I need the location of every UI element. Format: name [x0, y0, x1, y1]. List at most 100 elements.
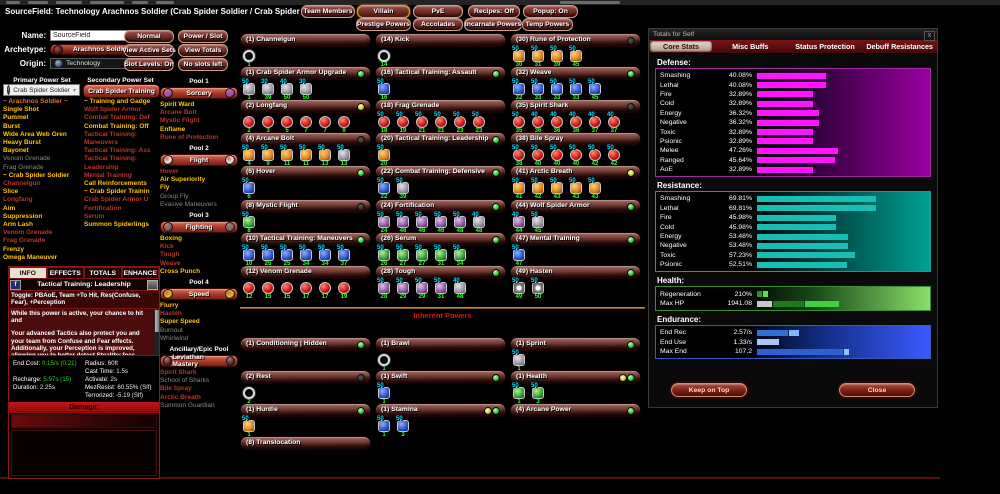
- empty-slot-icon[interactable]: [378, 354, 390, 366]
- power-list-item[interactable]: Tough: [160, 251, 180, 259]
- enhancement-slot[interactable]: 50 4: [242, 145, 255, 168]
- enhancement-icon[interactable]: [397, 420, 409, 432]
- power-list-item[interactable]: Mystic Flight: [160, 117, 200, 125]
- enhancement-icon[interactable]: [243, 149, 255, 161]
- enhancement-icon[interactable]: [378, 282, 390, 294]
- power-list-item[interactable]: Arctic Breath: [160, 393, 201, 401]
- power-list-item[interactable]: Longfang: [3, 196, 33, 204]
- enhancement-icon[interactable]: [589, 83, 601, 95]
- enhancement-icon[interactable]: [513, 116, 525, 128]
- power-bar[interactable]: (2) Longfang: [240, 99, 371, 113]
- enhancement-slot[interactable]: 50 42: [531, 178, 544, 201]
- enhancement-slot[interactable]: 40 48: [472, 212, 485, 235]
- enhancement-slot[interactable]: 2: [243, 116, 255, 135]
- enhancement-icon[interactable]: [513, 354, 525, 366]
- enhancement-icon[interactable]: [397, 116, 409, 128]
- power-bar[interactable]: (44) Wolf Spider Armor: [510, 199, 641, 213]
- tab-effects[interactable]: EFFECTS: [46, 267, 84, 278]
- enhancement-icon[interactable]: [435, 249, 447, 261]
- enhancement-slot[interactable]: 50 40: [531, 145, 544, 168]
- enhancement-slot[interactable]: 50 10: [242, 245, 255, 268]
- power-bar[interactable]: (1) Channelgun: [240, 33, 371, 47]
- power-list-item[interactable]: ~ Crab Spider Trainin: [84, 188, 150, 196]
- enhancement-slot[interactable]: 50 11: [299, 145, 312, 168]
- pool-select[interactable]: Fighting: [160, 221, 238, 234]
- enhancement-slot[interactable]: 1: [378, 354, 390, 373]
- power-bar[interactable]: (18) Frag Grenade: [375, 99, 506, 113]
- enhancement-icon[interactable]: [532, 282, 544, 294]
- power-list-item[interactable]: Venom Grenade: [3, 229, 53, 237]
- enhancement-icon[interactable]: [281, 149, 293, 161]
- power-list-item[interactable]: Cross Punch: [160, 267, 201, 275]
- enhancement-icon[interactable]: [319, 249, 331, 261]
- enhancement-icon[interactable]: [513, 387, 525, 399]
- power-list-item[interactable]: Tactical Training: Ass: [84, 147, 151, 155]
- enhancement-slot[interactable]: 50 34: [453, 245, 466, 268]
- close-icon[interactable]: x: [924, 30, 935, 41]
- top-button-incarnate-powers[interactable]: Incarnate Powers: [464, 18, 522, 31]
- enhancement-slot[interactable]: 50 20: [377, 145, 390, 168]
- enhancement-icon[interactable]: [473, 216, 485, 228]
- enhancement-icon[interactable]: [608, 116, 620, 128]
- view-totals-button[interactable]: View Totals: [178, 44, 228, 57]
- power-bar[interactable]: (47) Mental Training: [510, 232, 641, 246]
- tab-info[interactable]: INFO: [9, 267, 47, 278]
- enhancement-slot[interactable]: 50 31: [434, 278, 447, 301]
- enhancement-icon[interactable]: [608, 149, 620, 161]
- power-list-item[interactable]: Burnout: [160, 326, 183, 334]
- power-list-item[interactable]: Bile Spray: [160, 385, 192, 393]
- power-bar[interactable]: (12) Venom Grenade: [240, 265, 371, 279]
- enhancement-icon[interactable]: [513, 249, 525, 261]
- enhancement-icon[interactable]: [300, 116, 312, 128]
- normal-button[interactable]: Normal: [124, 30, 174, 43]
- power-list-item[interactable]: Call Reinforcements: [84, 180, 147, 188]
- enhancement-icon[interactable]: [338, 249, 350, 261]
- enhancement-icon[interactable]: [243, 249, 255, 261]
- power-list-item[interactable]: Channelgun: [3, 180, 41, 188]
- enhancement-slot[interactable]: 17: [300, 282, 312, 301]
- enhancement-icon[interactable]: [281, 83, 293, 95]
- power-list-item[interactable]: Serum: [84, 212, 105, 220]
- enhancement-icon[interactable]: [397, 216, 409, 228]
- enhancement-slot[interactable]: 50 27: [415, 245, 428, 268]
- power-bar[interactable]: (1) Swift: [375, 370, 506, 384]
- primary-powerset-select[interactable]: Crab Spider Soldier ▾: [3, 84, 80, 96]
- power-list-item[interactable]: Hover: [160, 168, 179, 176]
- top-button-team-members[interactable]: Team Members: [301, 5, 355, 18]
- enhancement-icon[interactable]: [338, 149, 350, 161]
- enhancement-slot[interactable]: 50 31: [434, 245, 447, 268]
- secondary-powerset-select[interactable]: Crab Spider Training: [83, 84, 160, 98]
- power-bar[interactable]: (16) Tactical Training: Assault: [375, 66, 506, 80]
- enhancement-slot[interactable]: 50 11: [280, 145, 293, 168]
- enhancement-slot[interactable]: 50 47: [512, 245, 525, 268]
- power-list-item[interactable]: Suppression: [3, 212, 43, 220]
- power-list-item[interactable]: Pummel: [3, 114, 29, 122]
- enhancement-slot[interactable]: 50 13: [337, 145, 350, 168]
- power-list-item[interactable]: School of Sharks: [160, 377, 210, 385]
- power-list-item[interactable]: Group Fly: [160, 192, 189, 200]
- enhancement-icon[interactable]: [551, 83, 563, 95]
- enhancement-icon[interactable]: [435, 116, 447, 128]
- enhancement-icon[interactable]: [397, 282, 409, 294]
- top-button-popup-on[interactable]: Popup: On: [523, 5, 578, 18]
- enhancement-icon[interactable]: [378, 216, 390, 228]
- enhancement-slot[interactable]: 50 30: [512, 46, 525, 69]
- enhancement-icon[interactable]: [532, 216, 544, 228]
- power-list-item[interactable]: Combat Training: Off: [84, 122, 149, 130]
- enhancement-slot[interactable]: 50 3: [531, 383, 544, 406]
- enhancement-slot[interactable]: 50 50: [531, 278, 544, 301]
- power-bar[interactable]: (22) Combat Training: Defensive: [375, 165, 506, 179]
- pool-select[interactable]: Flight: [160, 154, 238, 167]
- enhancement-slot[interactable]: 50 23: [472, 112, 485, 135]
- power-list-item[interactable]: Tactical Training: Maneuvers: [84, 130, 137, 147]
- empty-slot-icon[interactable]: [243, 387, 255, 399]
- enhancement-slot[interactable]: 50 31: [531, 46, 544, 69]
- tab-core-stats[interactable]: Core Stats: [650, 41, 712, 52]
- enhancement-slot[interactable]: 40 36: [531, 112, 544, 135]
- enhancement-icon[interactable]: [300, 149, 312, 161]
- power-bar[interactable]: (1) Crab Spider Armor Upgrade: [240, 66, 371, 80]
- power-list-item[interactable]: Combat Training: Def: [84, 114, 150, 122]
- view-active-sets-button[interactable]: View Active Sets: [122, 44, 176, 57]
- enhancement-icon[interactable]: [378, 116, 390, 128]
- enhancement-icon[interactable]: [378, 387, 390, 399]
